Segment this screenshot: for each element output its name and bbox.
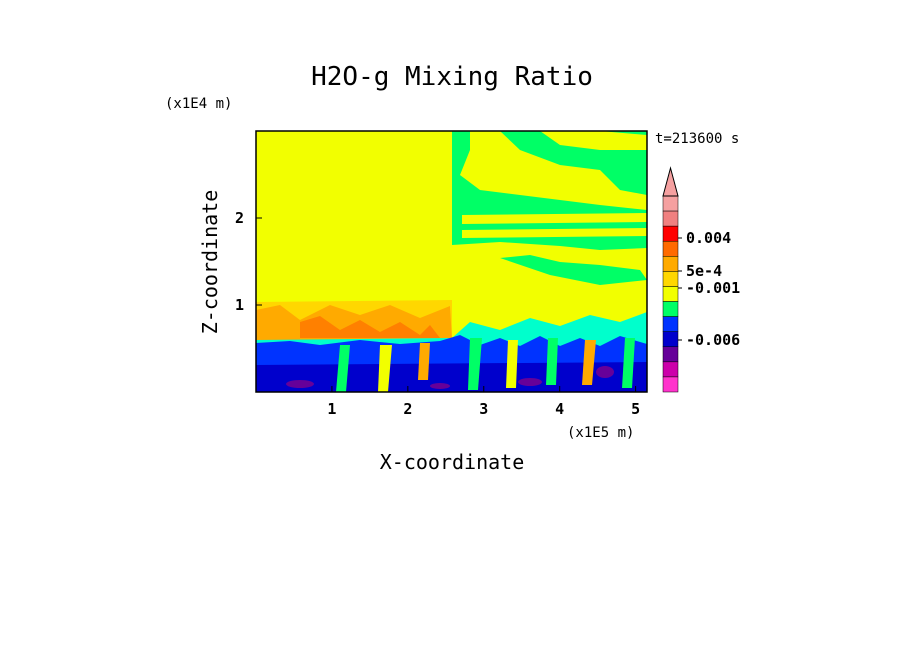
y-tick-label: 1 — [235, 296, 244, 314]
plumes — [336, 338, 635, 392]
y-axis-label: Z-coordinate — [198, 190, 222, 335]
y-tick-label: 2 — [235, 209, 244, 227]
colorbar-label: -0.001 — [686, 279, 740, 297]
colorbar-segment — [662, 286, 679, 302]
y-axis-ticks: 12 — [235, 209, 262, 314]
colorbar-label: 5e-4 — [686, 262, 722, 280]
x-tick-label: 4 — [555, 400, 564, 418]
time-label: t=213600 s — [655, 131, 739, 147]
colorbar-segment — [662, 346, 679, 363]
colorbar-segment — [662, 316, 679, 332]
x-axis-ticks: 1 2 3 4 5 — [327, 386, 640, 418]
x-tick-label: 1 — [327, 400, 336, 418]
colorbar-segment — [662, 210, 679, 227]
colorbar-extend-arrow — [662, 166, 679, 197]
x-tick-label: 2 — [403, 400, 412, 418]
purple-spots — [286, 366, 614, 389]
colorbar-segment — [662, 225, 679, 242]
chart-title: H2O-g Mixing Ratio — [311, 62, 593, 92]
plot-area — [255, 130, 648, 393]
colorbar-segment — [662, 195, 679, 212]
plot-frame — [255, 130, 648, 393]
yellow-streaks — [452, 131, 647, 300]
colorbar-label: -0.006 — [686, 331, 740, 349]
colorbar-label: 0.004 — [686, 229, 731, 247]
y-axis-unit: (x1E4 m) — [165, 96, 232, 112]
x-tick-label: 5 — [631, 400, 640, 418]
dark-orange-cells — [300, 316, 440, 338]
x-axis-unit: (x1E5 m) — [567, 425, 634, 441]
colorbar-segment — [662, 361, 679, 378]
colorbar-segment — [662, 240, 679, 257]
colorbar-segment — [662, 331, 679, 348]
x-axis-label: X-coordinate — [380, 450, 525, 474]
colorbar-segment — [662, 376, 679, 393]
colorbar-segment — [662, 301, 679, 317]
x-tick-label: 3 — [479, 400, 488, 418]
colorbar-segment — [662, 271, 679, 287]
colorbar: 0.004 5e-4-0.001 -0.006 — [662, 166, 740, 393]
colorbar-segment — [662, 256, 679, 272]
